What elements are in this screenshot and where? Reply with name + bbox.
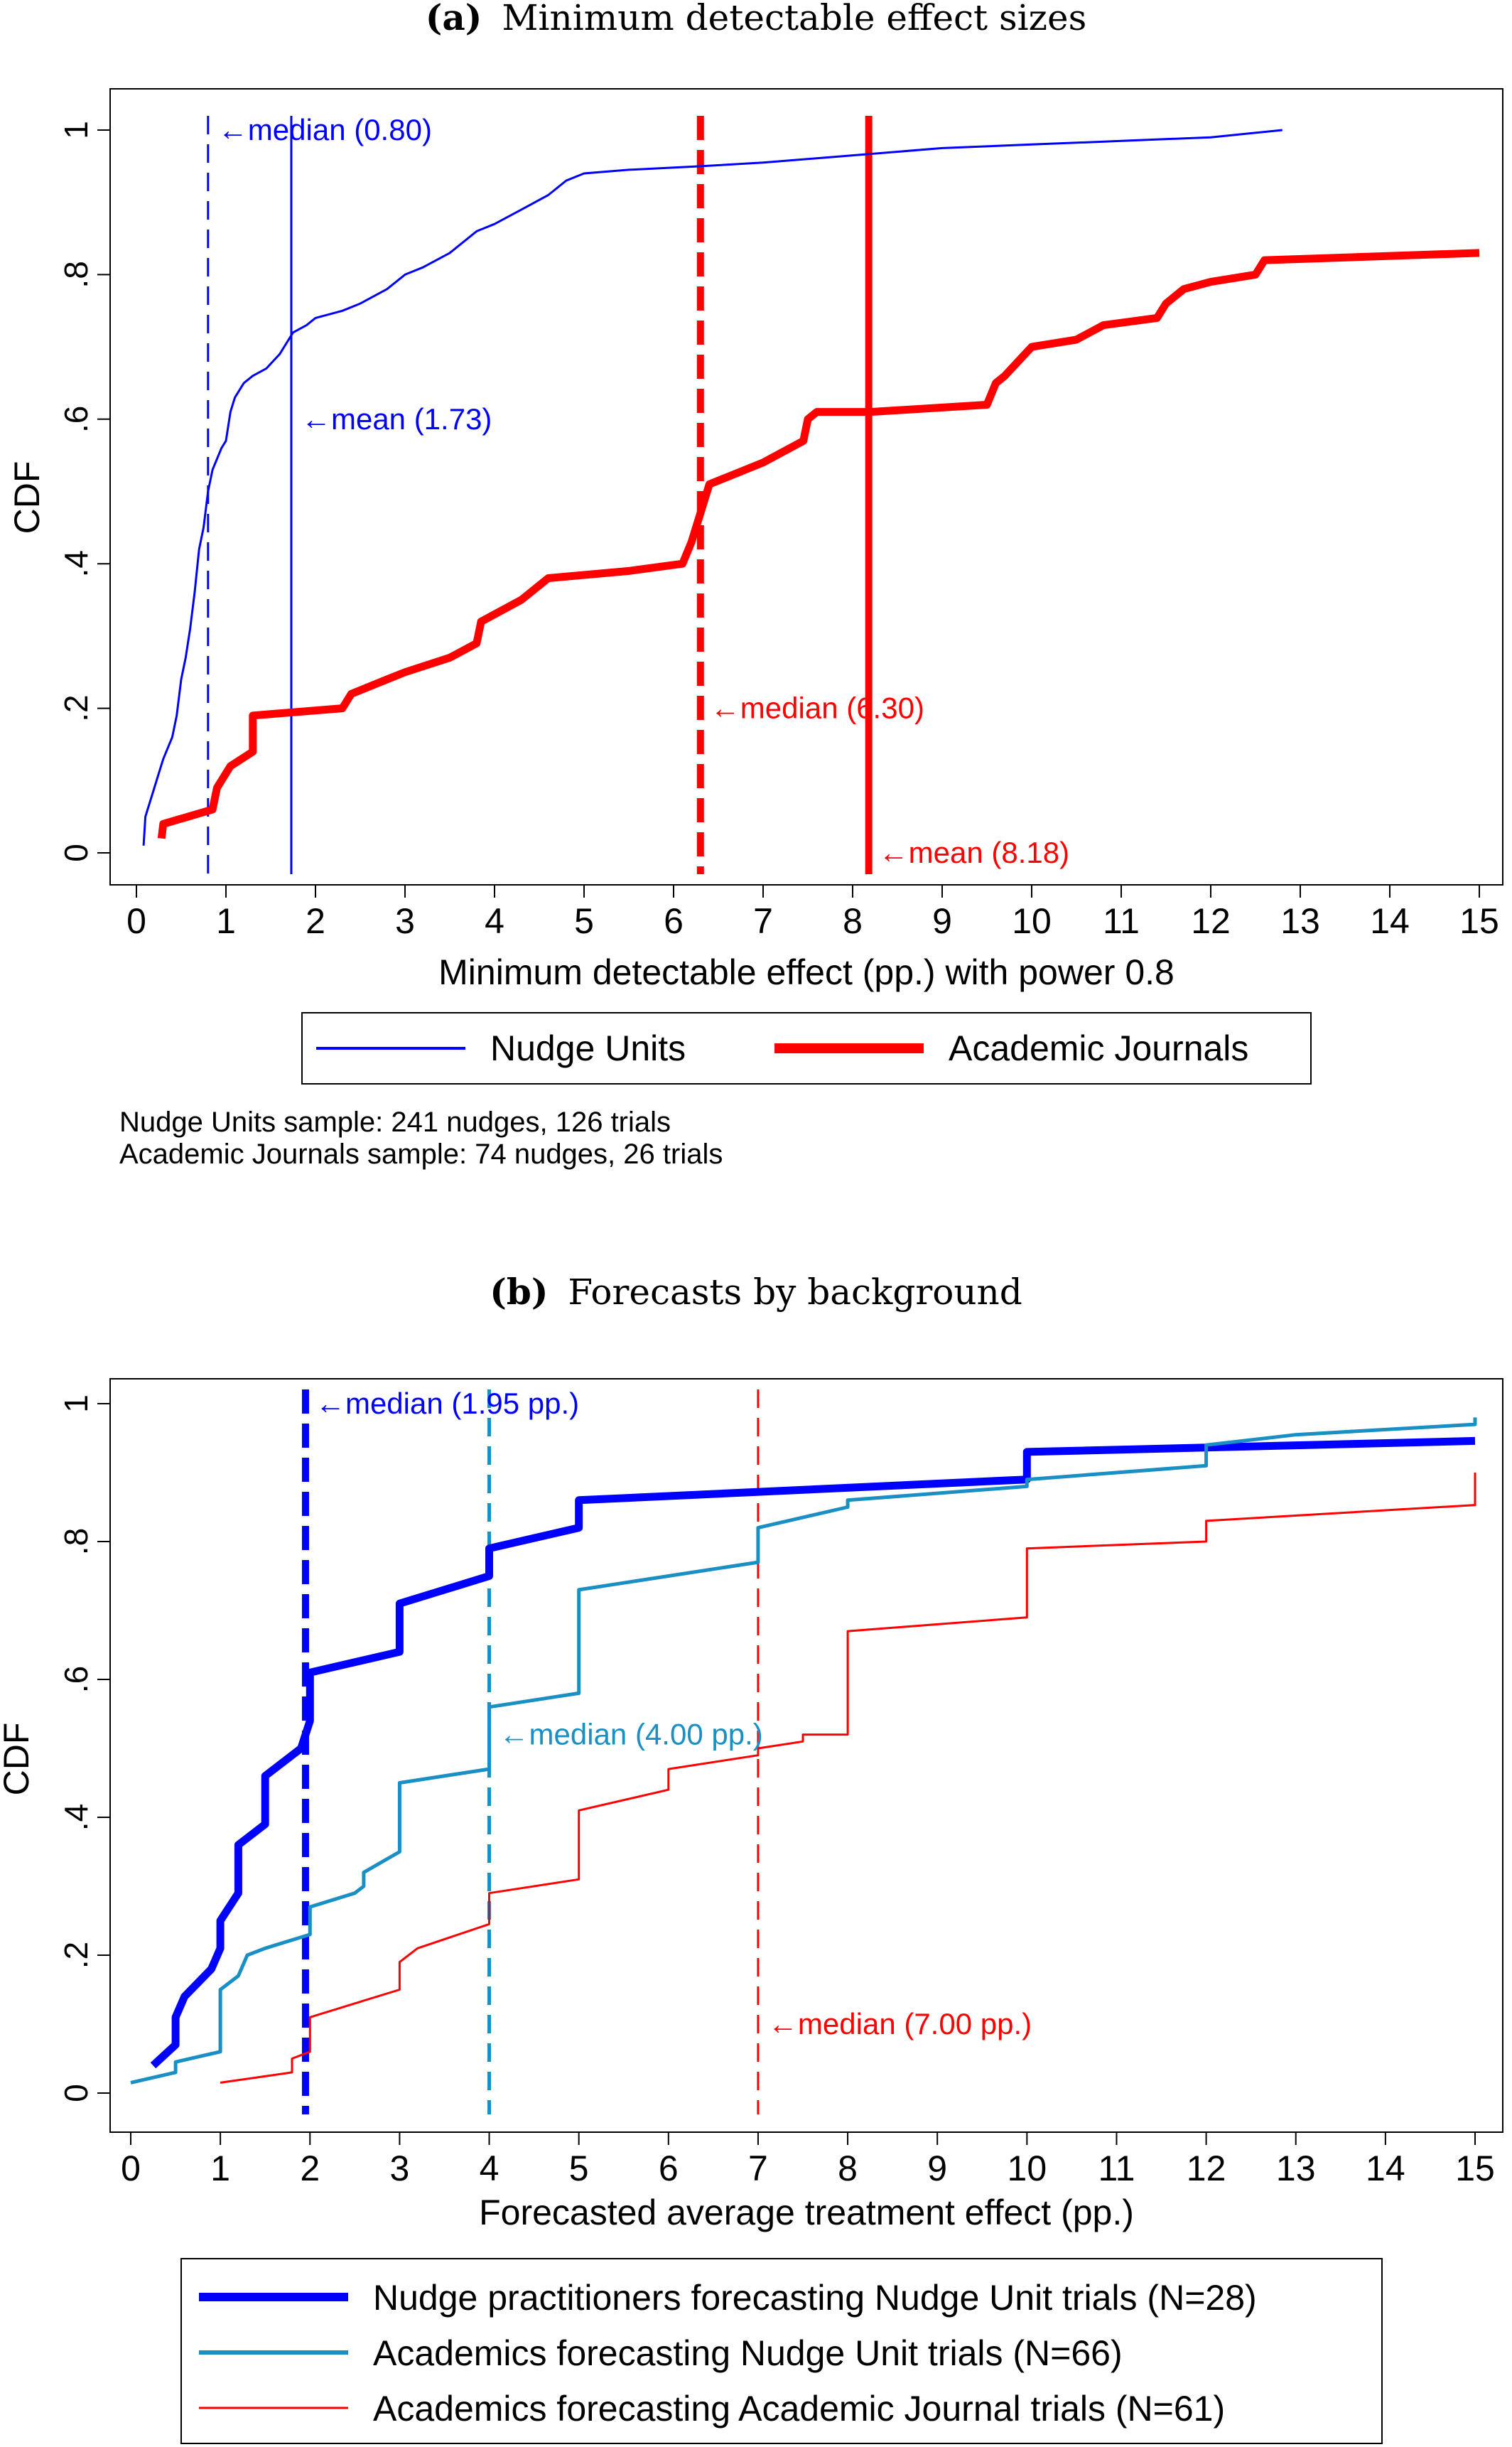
series-line xyxy=(130,1417,1477,2085)
series-line xyxy=(150,1436,1476,2069)
x-tick-label: 13 xyxy=(1276,2148,1316,2188)
panel-b-x-ticks: 0 1 2 3 4 5 6 7 8 9 10 11 12 13 14 15 xyxy=(121,2132,1495,2188)
x-tick-label: 6 xyxy=(659,2148,679,2188)
x-tick-label: 12 xyxy=(1191,901,1231,941)
legend-academic-journals-label: Academic Journals xyxy=(949,1028,1248,1068)
panel-a-y-ticks: 0 .2 .4 .6 .8 1 xyxy=(58,121,110,862)
x-tick-label: 9 xyxy=(927,2148,947,2188)
reference-line-label: ←mean (1.73) xyxy=(301,402,492,436)
panel-a-plot-frame xyxy=(109,88,1503,886)
x-tick-label: 0 xyxy=(126,901,146,941)
x-tick-label: 6 xyxy=(664,901,684,941)
series-line xyxy=(220,1473,1476,2084)
x-tick-label: 5 xyxy=(574,901,594,941)
x-tick-label: 14 xyxy=(1366,2148,1405,2188)
y-tick-label: .2 xyxy=(58,694,94,721)
y-tick-label: .2 xyxy=(58,1942,94,1969)
reference-line-label: ←median (7.00 pp.) xyxy=(768,2007,1032,2040)
panel-a-y-label: CDF xyxy=(7,461,47,534)
x-tick-label: 13 xyxy=(1280,901,1320,941)
x-tick-label: 12 xyxy=(1187,2148,1226,2188)
y-tick-label: .8 xyxy=(58,1528,94,1555)
x-tick-label: 10 xyxy=(1012,901,1052,941)
panel-b-x-label: Forecasted average treatment effect (pp.… xyxy=(479,2193,1134,2232)
x-tick-label: 10 xyxy=(1008,2148,1047,2188)
y-tick-label: .4 xyxy=(58,550,94,577)
x-tick-label: 7 xyxy=(753,901,773,941)
panel-b-y-ticks: 0 .2 .4 .6 .8 1 xyxy=(58,1394,110,2102)
panel-a-x-label: Minimum detectable effect (pp.) with pow… xyxy=(438,952,1174,992)
reference-line-label: ←median (4.00 pp.) xyxy=(500,1718,763,1751)
panel-a-legend: Nudge Units Academic Journals xyxy=(301,1012,1312,1085)
legend-academics-nudge-label: Academics forecasting Nudge Unit trials … xyxy=(373,2333,1123,2373)
x-tick-label: 4 xyxy=(480,2148,500,2188)
x-tick-label: 8 xyxy=(843,901,863,941)
panel-b-legend-box xyxy=(180,2258,1383,2444)
panel-a: (a) Minimum detectable effect sizes 0 .2.… xyxy=(7,0,1503,1170)
x-tick-label: 11 xyxy=(1103,901,1140,941)
panel-b-series xyxy=(130,1417,1477,2085)
y-tick-label: 0 xyxy=(58,844,94,862)
y-tick-label: 1 xyxy=(58,1394,94,1413)
panel-a-caption-label: (a) xyxy=(426,0,482,38)
y-tick-label: 1 xyxy=(58,121,94,139)
legend-practitioners-label: Nudge practitioners forecasting Nudge Un… xyxy=(373,2278,1257,2318)
y-tick-label: .4 xyxy=(58,1804,94,1831)
panel-a-series xyxy=(142,129,1480,846)
panel-b: (b) Forecasts by background 0 .2 .4 .6 .8 1 0… xyxy=(0,1271,1503,2444)
series-line xyxy=(157,249,1480,839)
x-tick-label: 15 xyxy=(1459,901,1499,941)
reference-line-label: ←median (1.95 pp.) xyxy=(315,1387,579,1420)
panel-b-reference-lines xyxy=(301,1389,760,2114)
x-tick-label: 2 xyxy=(306,901,325,941)
reference-line-label: ←median (6.30) xyxy=(711,692,924,725)
x-tick-label: 4 xyxy=(485,901,504,941)
x-tick-label: 14 xyxy=(1370,901,1410,941)
x-tick-label: 15 xyxy=(1455,2148,1495,2188)
x-tick-label: 8 xyxy=(838,2148,858,2188)
y-tick-label: .6 xyxy=(58,1666,94,1693)
series-line xyxy=(142,129,1282,846)
x-tick-label: 3 xyxy=(389,2148,409,2188)
x-tick-label: 5 xyxy=(569,2148,589,2188)
reference-line-label: ←median (0.80) xyxy=(218,113,432,146)
x-tick-label: 11 xyxy=(1098,2148,1135,2188)
x-tick-label: 9 xyxy=(932,901,952,941)
panel-a-caption-text: Minimum detectable effect sizes xyxy=(502,0,1086,38)
x-tick-label: 3 xyxy=(395,901,415,941)
panel-a-reference-labels: ←median (0.80) ←mean (1.73) ←median (6.30)… xyxy=(218,113,1069,869)
y-tick-label: .6 xyxy=(58,406,94,433)
x-tick-label: 0 xyxy=(121,2148,141,2188)
x-tick-label: 7 xyxy=(748,2148,768,2188)
panel-a-reference-lines xyxy=(207,116,873,874)
x-tick-label: 1 xyxy=(210,2148,230,2188)
svg-text:(b) Forecasts by backgro: (b) Forecasts by background xyxy=(490,1271,1022,1313)
x-tick-label: 2 xyxy=(300,2148,320,2188)
panel-a-note-nudge-units: Nudge Units sample: 241 nudges, 126 tria… xyxy=(119,1107,671,1138)
y-tick-label: .8 xyxy=(58,261,94,288)
legend-nudge-units-label: Nudge Units xyxy=(490,1028,686,1068)
panel-b-plot-frame xyxy=(109,1378,1503,2133)
panel-b-caption-label: (b) xyxy=(490,1271,548,1313)
panel-a-x-ticks: 0 1 2 3 4 5 6 7 8 9 10 11 12 13 14 15 xyxy=(126,885,1499,941)
panel-a-legend-box xyxy=(301,1012,1312,1085)
panel-b-y-label: CDF xyxy=(0,1723,36,1796)
legend-academics-journal-label: Academics forecasting Academic Journal t… xyxy=(373,2389,1225,2429)
svg-text:(a) Minimum detectable e: (a) Minimum detectable effect sizes xyxy=(426,0,1087,38)
panel-b-reference-labels: ←median (1.95 pp.) ←median (4.00 pp.) ←med… xyxy=(315,1387,1032,2040)
x-tick-label: 1 xyxy=(216,901,236,941)
y-tick-label: 0 xyxy=(58,2084,94,2102)
panel-b-caption-text: Forecasts by background xyxy=(568,1271,1022,1313)
panel-a-note-academic-journals: Academic Journals sample: 74 nudges, 26 … xyxy=(119,1139,723,1170)
panel-b-legend: Nudge practitioners forecasting Nudge Un… xyxy=(180,2258,1383,2444)
reference-line-label: ←mean (8.18) xyxy=(879,836,1069,869)
